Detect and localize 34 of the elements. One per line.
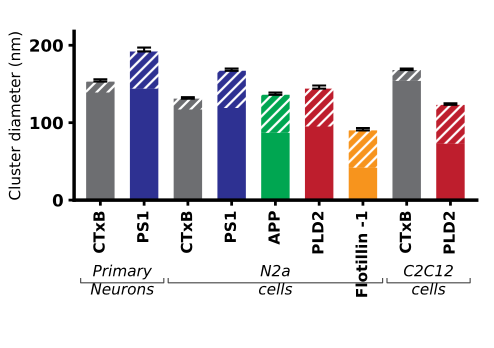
bar xyxy=(217,108,246,200)
x-tick-label: CTxB xyxy=(93,212,105,253)
x-tick-label: Flotillin -1 xyxy=(356,212,368,297)
bar xyxy=(392,80,421,200)
bar xyxy=(130,51,158,89)
y-tick-label: 0 xyxy=(52,194,63,207)
bar xyxy=(304,88,334,127)
bar xyxy=(261,132,290,200)
bar xyxy=(436,144,465,200)
bar xyxy=(217,70,246,108)
y-tick-label: 100 xyxy=(30,116,63,130)
bar xyxy=(86,92,115,200)
x-tick-label: PS1 xyxy=(136,212,149,242)
x-tick-label: CTxB xyxy=(180,212,192,253)
y-axis-title: Cluster diameter (nm) xyxy=(8,32,22,200)
x-tick-label: PLD2 xyxy=(312,212,324,254)
x-tick-label: PLD2 xyxy=(443,212,455,254)
bar xyxy=(86,82,115,92)
x-tick-label: APP xyxy=(268,211,280,245)
text: N2a cells xyxy=(258,264,292,295)
bar xyxy=(130,88,158,200)
bar xyxy=(304,126,334,200)
text: C2C12 cells xyxy=(404,264,453,295)
bar xyxy=(174,98,202,110)
bar xyxy=(436,104,465,144)
bar xyxy=(348,168,378,200)
bar xyxy=(261,94,290,133)
x-tick-label: CTxB xyxy=(400,212,412,253)
bar xyxy=(174,110,202,200)
x-tick-label: PS1 xyxy=(224,212,236,242)
bar xyxy=(348,130,378,168)
text: Primary Neurons xyxy=(90,264,154,295)
y-tick-label: 200 xyxy=(30,39,63,52)
bar xyxy=(392,70,421,81)
